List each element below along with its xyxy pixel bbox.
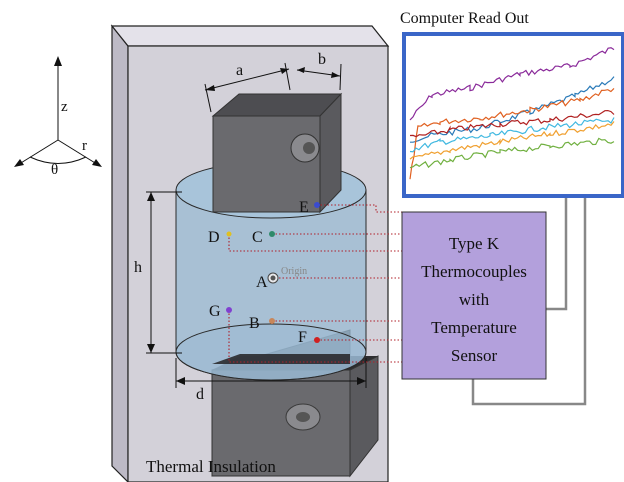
- point-g-label: G: [209, 303, 221, 320]
- readout-title: Computer Read Out: [400, 10, 529, 27]
- point-c-dot: [269, 231, 275, 237]
- point-d-dot: [226, 231, 232, 237]
- dimension-d: d: [175, 358, 367, 403]
- thermal-insulation-label: Thermal Insulation: [146, 457, 276, 476]
- point-a-dot: [270, 275, 276, 281]
- readout-trace: [409, 137, 615, 169]
- dimension-b-label: b: [318, 51, 326, 68]
- dimension-h-label: h: [134, 259, 142, 276]
- readout-trace: [410, 76, 615, 143]
- origin-label: Origin: [281, 266, 307, 277]
- computer-readout: Computer Read Out: [400, 10, 624, 198]
- point-e-dot: [314, 202, 320, 208]
- point-e-label: E: [299, 199, 309, 216]
- sensor-box-line-2: Thermocouples: [421, 262, 527, 281]
- point-f-label: F: [298, 329, 307, 346]
- readout-trace: [409, 87, 615, 180]
- point-d-label: D: [208, 229, 220, 246]
- thermocouple-wires: [228, 204, 402, 363]
- point-g-dot: [226, 307, 232, 313]
- dimension-a: a: [204, 62, 291, 113]
- axis-z-label: z: [61, 99, 68, 115]
- coordinate-axes: z r θ: [14, 56, 102, 178]
- sensor-box-line-4: Temperature: [431, 318, 517, 337]
- measurement-points: E C D A Origin B F G: [208, 199, 320, 346]
- readout-trace: [409, 117, 615, 153]
- sensor-box-line-1: Type K: [449, 234, 500, 253]
- axis-r-label: r: [82, 138, 87, 154]
- readout-trace: [409, 109, 615, 138]
- point-b-label: B: [249, 315, 260, 332]
- readout-trace: [409, 121, 615, 160]
- dimension-h: h: [134, 191, 182, 354]
- dimension-d-label: d: [196, 386, 204, 403]
- readout-trace: [409, 47, 615, 121]
- axis-theta-label: θ: [51, 162, 58, 178]
- thermocouple-sensor-box: Type K Thermocouples with Temperature Se…: [401, 211, 547, 380]
- sensor-cable: [471, 198, 587, 406]
- point-a-label: A: [256, 274, 268, 291]
- dimension-b: b: [296, 51, 342, 91]
- top-heater-block: [211, 92, 343, 214]
- sensor-box-line-3: with: [459, 290, 490, 309]
- point-f-dot: [314, 337, 320, 343]
- point-b-dot: [269, 318, 275, 324]
- sensor-box-line-5: Sensor: [451, 346, 498, 365]
- dimension-a-label: a: [236, 62, 243, 79]
- readout-traces: [409, 47, 615, 180]
- point-c-label: C: [252, 229, 263, 246]
